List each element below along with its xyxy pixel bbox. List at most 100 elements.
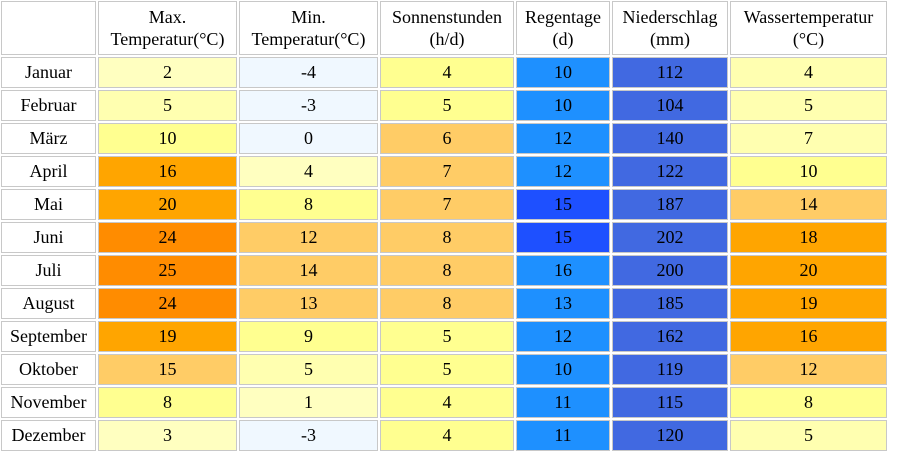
- sunshine-cell: 8: [380, 255, 514, 286]
- month-label: Januar: [1, 57, 96, 88]
- month-label: April: [1, 156, 96, 187]
- sunshine-cell: 4: [380, 420, 514, 451]
- month-label: September: [1, 321, 96, 352]
- min-temp-cell: -4: [239, 57, 378, 88]
- table-row: Februar 5 -3 5 10 104 5: [1, 90, 887, 121]
- water-temp-cell: 8: [730, 387, 887, 418]
- max-temp-cell: 8: [98, 387, 237, 418]
- min-temp-cell: 9: [239, 321, 378, 352]
- min-temp-cell: 5: [239, 354, 378, 385]
- min-temp-cell: 12: [239, 222, 378, 253]
- water-temp-cell: 16: [730, 321, 887, 352]
- water-temp-cell: 20: [730, 255, 887, 286]
- month-label: März: [1, 123, 96, 154]
- rain-days-cell: 12: [516, 156, 610, 187]
- rain-days-cell: 12: [516, 321, 610, 352]
- precipitation-cell: 115: [612, 387, 728, 418]
- precipitation-cell: 140: [612, 123, 728, 154]
- max-temp-cell: 20: [98, 189, 237, 220]
- precipitation-cell: 120: [612, 420, 728, 451]
- rain-days-cell: 10: [516, 90, 610, 121]
- month-label: Juni: [1, 222, 96, 253]
- rain-days-cell: 16: [516, 255, 610, 286]
- month-label: Mai: [1, 189, 96, 220]
- table-row: Januar 2 -4 4 10 112 4: [1, 57, 887, 88]
- month-label: Dezember: [1, 420, 96, 451]
- month-label: November: [1, 387, 96, 418]
- header-sunshine-hours: Sonnenstunden (h/d): [380, 1, 514, 55]
- min-temp-cell: 13: [239, 288, 378, 319]
- table-row: November 8 1 4 11 115 8: [1, 387, 887, 418]
- water-temp-cell: 18: [730, 222, 887, 253]
- min-temp-cell: 0: [239, 123, 378, 154]
- table-row: Mai 20 8 7 15 187 14: [1, 189, 887, 220]
- table-row: April 16 4 7 12 122 10: [1, 156, 887, 187]
- rain-days-cell: 11: [516, 387, 610, 418]
- min-temp-cell: 14: [239, 255, 378, 286]
- rain-days-cell: 10: [516, 57, 610, 88]
- month-label: Oktober: [1, 354, 96, 385]
- table-row: August 24 13 8 13 185 19: [1, 288, 887, 319]
- min-temp-cell: -3: [239, 420, 378, 451]
- header-corner: [1, 1, 96, 55]
- table-row: Juli 25 14 8 16 200 20: [1, 255, 887, 286]
- water-temp-cell: 19: [730, 288, 887, 319]
- month-label: Februar: [1, 90, 96, 121]
- rain-days-cell: 10: [516, 354, 610, 385]
- sunshine-cell: 7: [380, 156, 514, 187]
- rain-days-cell: 11: [516, 420, 610, 451]
- rain-days-cell: 15: [516, 222, 610, 253]
- precipitation-cell: 119: [612, 354, 728, 385]
- water-temp-cell: 14: [730, 189, 887, 220]
- header-row: Max. Temperatur(°C) Min. Temperatur(°C) So…: [1, 1, 887, 55]
- precipitation-cell: 122: [612, 156, 728, 187]
- table-row: März 10 0 6 12 140 7: [1, 123, 887, 154]
- min-temp-cell: 4: [239, 156, 378, 187]
- precipitation-cell: 185: [612, 288, 728, 319]
- precipitation-cell: 200: [612, 255, 728, 286]
- max-temp-cell: 16: [98, 156, 237, 187]
- rain-days-cell: 15: [516, 189, 610, 220]
- header-rain-days: Regentage (d): [516, 1, 610, 55]
- table-row: Juni 24 12 8 15 202 18: [1, 222, 887, 253]
- precipitation-cell: 104: [612, 90, 728, 121]
- max-temp-cell: 24: [98, 222, 237, 253]
- precipitation-cell: 112: [612, 57, 728, 88]
- precipitation-cell: 187: [612, 189, 728, 220]
- max-temp-cell: 5: [98, 90, 237, 121]
- water-temp-cell: 12: [730, 354, 887, 385]
- max-temp-cell: 10: [98, 123, 237, 154]
- month-label: Juli: [1, 255, 96, 286]
- water-temp-cell: 5: [730, 90, 887, 121]
- header-max-temp: Max. Temperatur(°C): [98, 1, 237, 55]
- sunshine-cell: 4: [380, 57, 514, 88]
- header-water-temp: Wassertemperatur (°C): [730, 1, 887, 55]
- max-temp-cell: 24: [98, 288, 237, 319]
- water-temp-cell: 4: [730, 57, 887, 88]
- table-row: Dezember 3 -3 4 11 120 5: [1, 420, 887, 451]
- header-precipitation: Niederschlag (mm): [612, 1, 728, 55]
- water-temp-cell: 7: [730, 123, 887, 154]
- precipitation-cell: 202: [612, 222, 728, 253]
- rain-days-cell: 13: [516, 288, 610, 319]
- max-temp-cell: 15: [98, 354, 237, 385]
- month-label: August: [1, 288, 96, 319]
- max-temp-cell: 3: [98, 420, 237, 451]
- max-temp-cell: 19: [98, 321, 237, 352]
- min-temp-cell: -3: [239, 90, 378, 121]
- max-temp-cell: 25: [98, 255, 237, 286]
- sunshine-cell: 5: [380, 354, 514, 385]
- min-temp-cell: 1: [239, 387, 378, 418]
- sunshine-cell: 5: [380, 90, 514, 121]
- header-min-temp: Min. Temperatur(°C): [239, 1, 378, 55]
- water-temp-cell: 5: [730, 420, 887, 451]
- precipitation-cell: 162: [612, 321, 728, 352]
- sunshine-cell: 8: [380, 288, 514, 319]
- sunshine-cell: 7: [380, 189, 514, 220]
- sunshine-cell: 6: [380, 123, 514, 154]
- min-temp-cell: 8: [239, 189, 378, 220]
- table-row: Oktober 15 5 5 10 119 12: [1, 354, 887, 385]
- rain-days-cell: 12: [516, 123, 610, 154]
- table-row: September 19 9 5 12 162 16: [1, 321, 887, 352]
